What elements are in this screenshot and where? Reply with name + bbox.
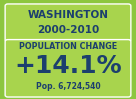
FancyBboxPatch shape xyxy=(5,40,131,97)
Text: WASHINGTON: WASHINGTON xyxy=(27,10,109,20)
FancyBboxPatch shape xyxy=(5,4,131,42)
Text: Pop. 6,724,540: Pop. 6,724,540 xyxy=(36,82,100,91)
Text: POPULATION CHANGE: POPULATION CHANGE xyxy=(19,42,117,50)
Text: 2000-2010: 2000-2010 xyxy=(37,25,99,35)
Text: +14.1%: +14.1% xyxy=(14,54,122,78)
